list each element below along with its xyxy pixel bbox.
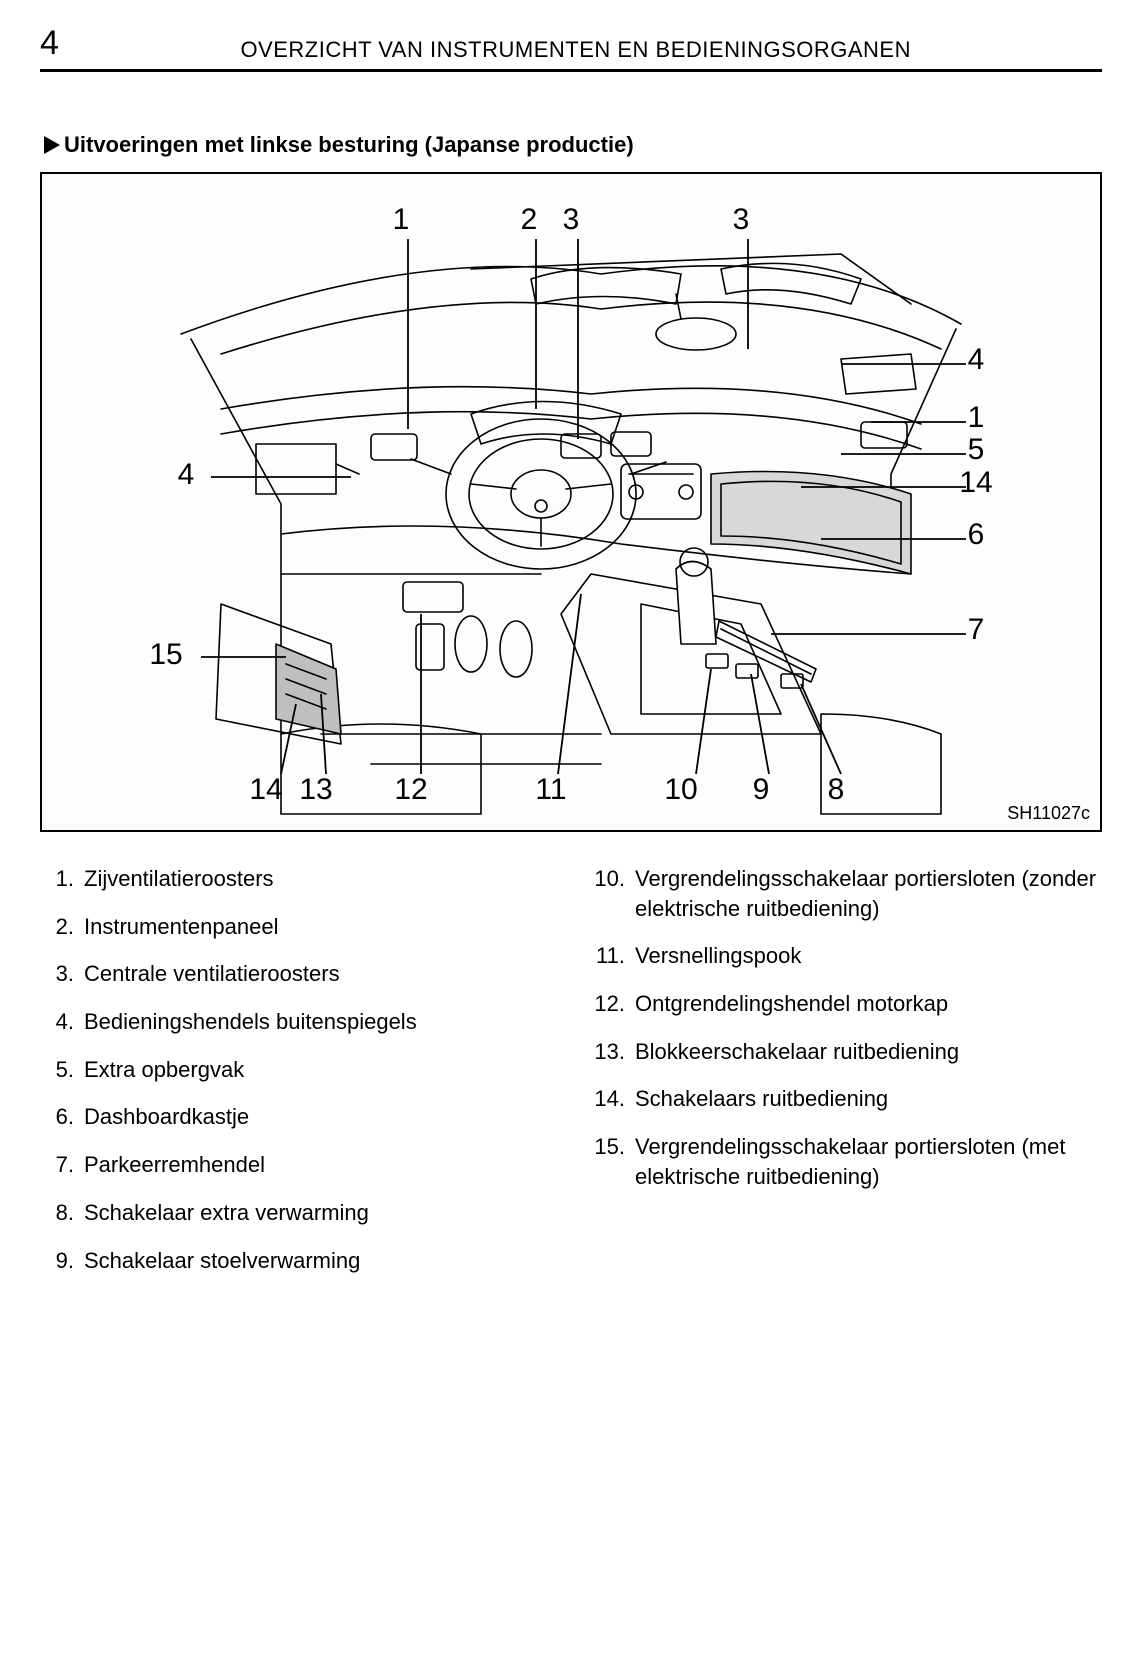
legend-item: 10.Vergrendelingsschakelaar portierslote… [591,864,1102,923]
legend-item-text: Vergrendelingsschakelaar portiersloten (… [635,864,1102,923]
legend-item-text: Extra opbergvak [84,1055,551,1085]
legend-item: 7.Parkeerremhendel [40,1150,551,1180]
legend-item: 1.Zijventilatieroosters [40,864,551,894]
section-subheading: Uitvoeringen met linkse besturing (Japan… [44,132,1102,158]
svg-text:13: 13 [299,773,332,806]
page-header: 4 OVERZICHT VAN INSTRUMENTEN EN BEDIENIN… [40,24,1102,72]
legend-item: 8.Schakelaar extra verwarming [40,1198,551,1228]
dashboard-svg: 12334151467415141312111098 [42,174,1100,830]
svg-text:14: 14 [959,466,992,499]
svg-text:9: 9 [753,773,770,806]
legend-item-number: 13. [591,1037,635,1067]
legend-item: 14.Schakelaars ruitbediening [591,1084,1102,1114]
legend-item-number: 10. [591,864,635,923]
legend-item-number: 9. [40,1246,84,1276]
legend-item: 4.Bedieningshendels buitenspiegels [40,1007,551,1037]
legend-item-number: 7. [40,1150,84,1180]
svg-text:2: 2 [521,203,538,236]
legend-item-text: Instrumentenpaneel [84,912,551,942]
subheading-text: Uitvoeringen met linkse besturing (Japan… [64,132,634,158]
legend-item-number: 1. [40,864,84,894]
legend-item: 9.Schakelaar stoelverwarming [40,1246,551,1276]
svg-text:1: 1 [393,203,410,236]
header-title: OVERZICHT VAN INSTRUMENTEN EN BEDIENINGS… [169,37,1102,63]
svg-text:5: 5 [968,433,985,466]
legend-item: 11.Versnellingspook [591,941,1102,971]
legend-item-text: Vergrendelingsschakelaar portiersloten (… [635,1132,1102,1191]
legend-item: 12.Ontgrendelingshendel motorkap [591,989,1102,1019]
legend-item-text: Zijventilatieroosters [84,864,551,894]
legend-column-left: 1.Zijventilatieroosters2.Instrumentenpan… [40,854,551,1293]
legend-item: 5.Extra opbergvak [40,1055,551,1085]
legend-item: 2.Instrumentenpaneel [40,912,551,942]
legend-item-text: Blokkeerschakelaar ruitbediening [635,1037,1102,1067]
legend-item-number: 3. [40,959,84,989]
svg-text:6: 6 [968,518,985,551]
svg-text:4: 4 [968,343,985,376]
svg-text:11: 11 [535,773,566,806]
triangle-bullet-icon [44,136,60,154]
svg-text:3: 3 [733,203,750,236]
legend-item: 15.Vergrendelingsschakelaar portierslote… [591,1132,1102,1191]
legend-item-text: Schakelaar stoelverwarming [84,1246,551,1276]
svg-text:10: 10 [664,773,697,806]
legend-item-text: Centrale ventilatieroosters [84,959,551,989]
legend-item-number: 12. [591,989,635,1019]
svg-text:14: 14 [249,773,282,806]
legend-item-number: 8. [40,1198,84,1228]
legend-item: 3.Centrale ventilatieroosters [40,959,551,989]
svg-text:3: 3 [563,203,580,236]
legend-item-text: Ontgrendelingshendel motorkap [635,989,1102,1019]
legend-item-text: Dashboardkastje [84,1102,551,1132]
legend-item-number: 11. [591,941,635,971]
diagram-ref-code: SH11027c [1007,803,1090,824]
svg-text:12: 12 [394,773,427,806]
legend-item-number: 5. [40,1055,84,1085]
legend-item-number: 6. [40,1102,84,1132]
legend: 1.Zijventilatieroosters2.Instrumentenpan… [40,854,1102,1293]
legend-column-right: 10.Vergrendelingsschakelaar portierslote… [591,854,1102,1293]
svg-text:15: 15 [149,638,182,671]
legend-item: 13.Blokkeerschakelaar ruitbediening [591,1037,1102,1067]
legend-item-number: 15. [591,1132,635,1191]
legend-item-text: Versnellingspook [635,941,1102,971]
legend-item: 6.Dashboardkastje [40,1102,551,1132]
legend-item-number: 14. [591,1084,635,1114]
svg-text:7: 7 [968,613,985,646]
legend-item-number: 4. [40,1007,84,1037]
legend-item-text: Schakelaar extra verwarming [84,1198,551,1228]
page-number: 4 [40,24,59,63]
dashboard-diagram: 12334151467415141312111098 SH11027c [40,172,1102,832]
legend-item-text: Parkeerremhendel [84,1150,551,1180]
legend-item-number: 2. [40,912,84,942]
svg-text:4: 4 [178,458,195,491]
svg-text:1: 1 [968,401,985,434]
legend-item-text: Bedieningshendels buitenspiegels [84,1007,551,1037]
legend-item-text: Schakelaars ruitbediening [635,1084,1102,1114]
svg-text:8: 8 [828,773,845,806]
